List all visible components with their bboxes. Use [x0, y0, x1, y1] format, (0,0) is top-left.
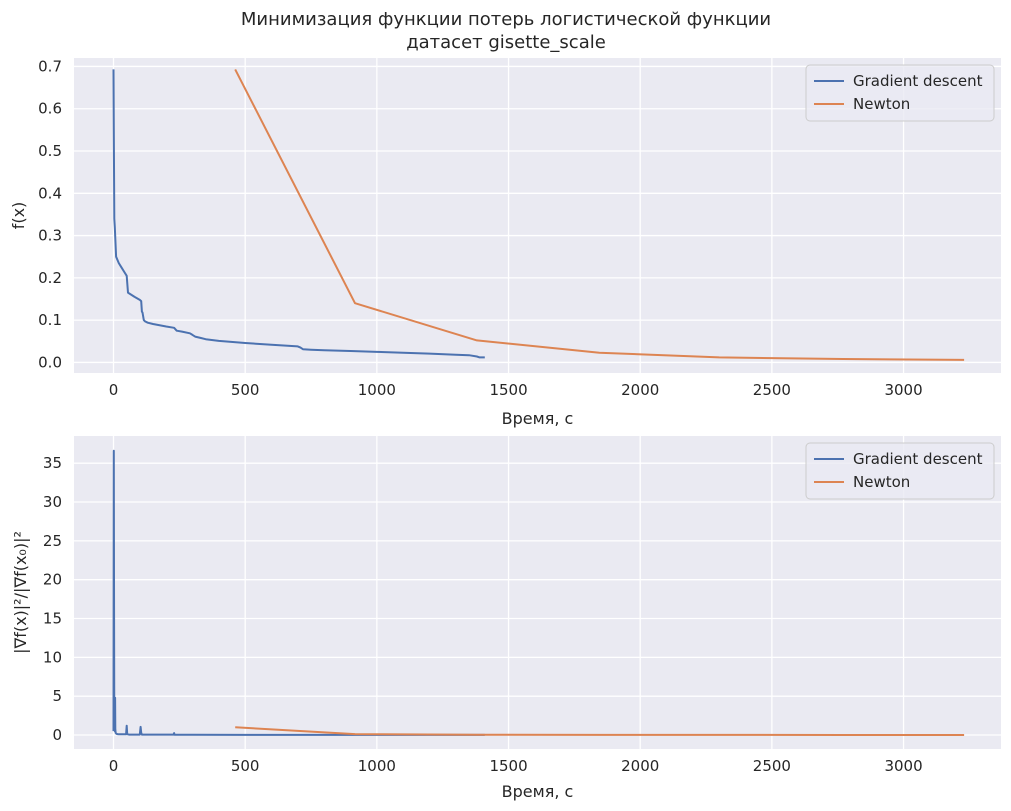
x-tick-label: 500 — [231, 757, 260, 775]
y-axis-label: |∇f(x)|²/|∇f(x₀)|² — [11, 531, 30, 654]
x-tick-label: 1000 — [358, 757, 396, 775]
legend-label: Gradient descent — [853, 72, 983, 90]
y-tick-label: 0.4 — [38, 184, 62, 202]
y-tick-label: 35 — [43, 454, 62, 472]
series-group — [112, 68, 965, 361]
loss-chart: 0 500 1000 1500 2000 2500 3000 0.0 0.1 0.2 0.3 0.4 0… — [9, 57, 1001, 428]
x-tick-label: 1000 — [358, 381, 396, 399]
y-tick-label: 0.1 — [38, 311, 62, 329]
x-tick-label: 2500 — [753, 381, 791, 399]
y-tick-label: 5 — [52, 687, 62, 705]
figure-title-line2: датасет gisette_scale — [406, 32, 606, 53]
legend-box — [805, 442, 995, 500]
gradient-norm-chart: 0 500 1000 1500 2000 2500 3000 0 5 10 15 20 25 30 35 Вр… — [11, 436, 1001, 801]
legend-label: Gradient descent — [853, 450, 983, 468]
x-tick-label: 3000 — [884, 757, 922, 775]
x-tick-label: 2000 — [621, 757, 659, 775]
y-tick-label: 0 — [52, 726, 62, 744]
series-line-newton — [235, 726, 965, 736]
y-tick-label: 0.6 — [38, 100, 62, 118]
x-tick-label: 500 — [231, 381, 260, 399]
series-line-gradient-descent — [112, 449, 485, 736]
legend-box — [805, 64, 995, 122]
y-axis-label: f(x) — [9, 202, 28, 230]
x-tick-label: 0 — [109, 757, 119, 775]
y-tick-label: 0.5 — [38, 142, 62, 160]
y-tick-label: 0.3 — [38, 227, 62, 245]
series-group — [112, 449, 965, 736]
y-tick-label: 20 — [43, 571, 62, 589]
y-tick-label: 30 — [43, 493, 62, 511]
legend-label: Newton — [853, 473, 910, 491]
y-tick-label: 25 — [43, 532, 62, 550]
legend-label: Newton — [853, 95, 910, 113]
x-axis-label: Время, с — [502, 782, 574, 801]
x-tick-label: 2000 — [621, 381, 659, 399]
y-tick-label: 0.7 — [38, 57, 62, 75]
x-tick-label: 1500 — [489, 381, 527, 399]
y-tick-label: 10 — [43, 648, 62, 666]
x-tick-label: 0 — [109, 381, 119, 399]
x-tick-label: 2500 — [753, 757, 791, 775]
series-line-newton — [234, 68, 965, 361]
series-line-gradient-descent — [112, 69, 485, 359]
y-tick-label: 0.0 — [38, 353, 62, 371]
x-axis-label: Время, с — [502, 409, 574, 428]
legend: Gradient descent Newton — [805, 64, 995, 122]
y-tick-label: 15 — [43, 610, 62, 628]
figure-title-line1: Минимизация функции потерь логистической… — [241, 9, 771, 30]
x-tick-label: 1500 — [489, 757, 527, 775]
x-tick-label: 3000 — [884, 381, 922, 399]
legend: Gradient descent Newton — [805, 442, 995, 500]
y-tick-label: 0.2 — [38, 269, 62, 287]
